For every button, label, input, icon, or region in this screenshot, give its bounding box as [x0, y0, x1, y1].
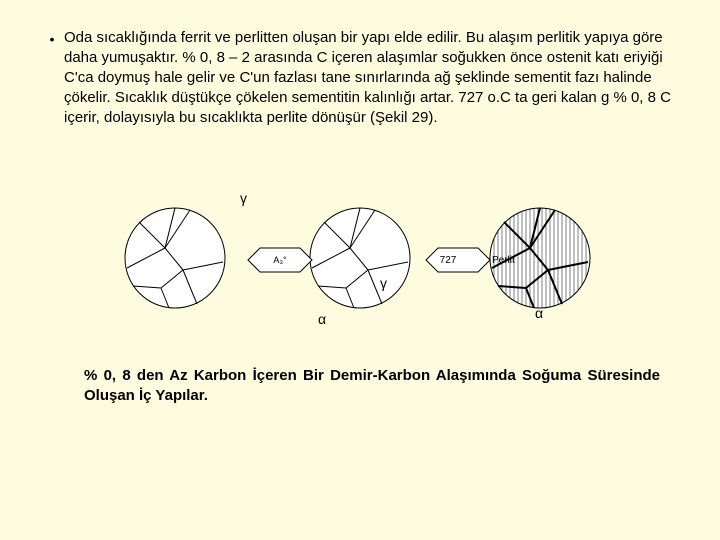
svg-text:Perlit: Perlit: [492, 255, 515, 266]
svg-text:α: α: [318, 311, 326, 327]
svg-text:727: 727: [440, 255, 457, 266]
svg-text:γ: γ: [380, 275, 387, 291]
figure-caption: % 0, 8 den Az Karbon İçeren Bir Demir-Ka…: [84, 366, 660, 406]
bullet-marker: •: [40, 28, 64, 49]
svg-text:α: α: [535, 305, 543, 321]
svg-text:γ: γ: [240, 190, 247, 206]
paragraph-text: Oda sıcaklığında ferrit ve perlitten olu…: [64, 28, 680, 128]
bullet-item: • Oda sıcaklığında ferrit ve perlitten o…: [40, 28, 680, 128]
microstructure-diagram: γ γ α α A₃° 727 Perlit: [40, 148, 680, 348]
svg-text:A₃°: A₃°: [273, 255, 287, 265]
